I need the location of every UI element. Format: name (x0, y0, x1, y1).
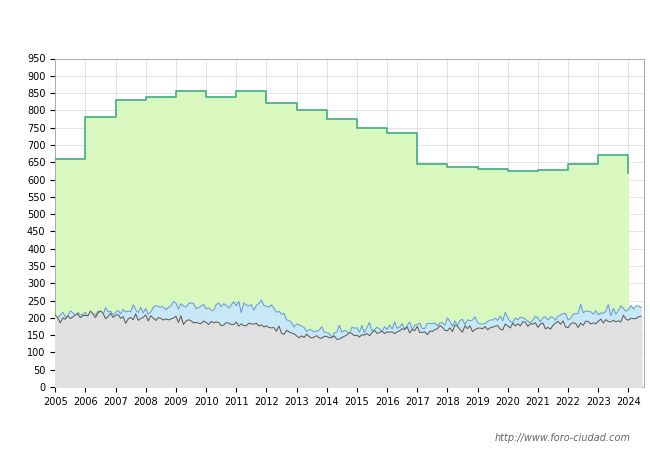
Text: Alcalalí - Evolucion de la poblacion en edad de Trabajar Mayo de 2024: Alcalalí - Evolucion de la poblacion en … (91, 18, 559, 31)
Text: http://www.foro-ciudad.com: http://www.foro-ciudad.com (495, 433, 630, 443)
